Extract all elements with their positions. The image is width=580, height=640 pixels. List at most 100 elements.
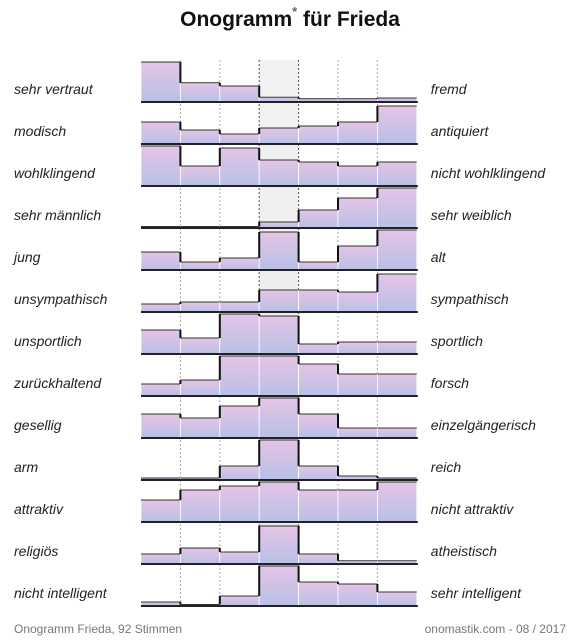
bar-row11-col7	[376, 481, 418, 523]
label-right-row11: nicht attraktiv	[431, 501, 514, 517]
chart-title-suffix: für Frieda	[303, 8, 400, 31]
bar-row3-col4	[258, 159, 300, 187]
label-right-row2: antiquiert	[431, 123, 490, 139]
bar-row9-col1	[140, 413, 181, 439]
label-right-row6: sympathisch	[431, 291, 509, 307]
bar-row7-col2	[179, 337, 221, 355]
bar-row3-col3	[219, 147, 260, 187]
bar-row7-col3	[219, 313, 260, 355]
bar-row7-col5	[298, 343, 339, 355]
bar-row9-col6	[337, 427, 378, 439]
bar-row5-col4	[258, 231, 300, 271]
bar-row4-col7	[376, 187, 418, 229]
bar-row13-col6	[337, 583, 378, 607]
bar-row5-col1	[140, 251, 181, 271]
footer-votes: Onogramm Frieda, 92 Stimmen	[14, 622, 182, 636]
bar-row12-col3	[219, 551, 260, 565]
label-right-row9: einzelgängerisch	[431, 417, 536, 433]
bar-row10-col4	[258, 439, 300, 481]
chart-title-asterisk: *	[292, 4, 298, 19]
label-left-row3: wohlklingend	[14, 165, 96, 181]
bar-row6-col4	[258, 289, 300, 313]
bar-row6-col3	[219, 301, 260, 313]
label-right-row10: reich	[431, 459, 462, 475]
bar-row11-col2	[179, 489, 221, 523]
bar-row6-col6	[337, 291, 378, 313]
label-right-row12: atheistisch	[431, 543, 497, 559]
bar-row2-col1	[140, 121, 181, 145]
bar-row11-col6	[337, 489, 378, 523]
bar-row13-col7	[376, 591, 418, 607]
bar-row13-col5	[298, 581, 339, 607]
bar-row8-col6	[337, 373, 378, 397]
bar-row1-col3	[219, 85, 260, 103]
label-left-row4: sehr männlich	[14, 207, 101, 223]
bar-row5-col3	[219, 257, 260, 271]
label-left-row2: modisch	[14, 123, 66, 139]
bar-row6-col2	[179, 301, 221, 313]
bar-row11-col3	[219, 485, 260, 523]
bar-row11-col1	[140, 499, 181, 523]
chart-title-main: Onogramm	[180, 8, 293, 31]
bar-row1-col1	[140, 61, 181, 103]
bar-row7-col6	[337, 341, 378, 355]
bar-row8-col4	[258, 355, 300, 397]
bar-row4-col5	[298, 209, 339, 229]
bar-row6-col5	[298, 289, 339, 313]
label-left-row11: attraktiv	[14, 501, 64, 517]
bar-row11-col5	[298, 489, 339, 523]
bar-row6-col7	[376, 273, 418, 313]
bar-row13-col4	[258, 565, 300, 607]
label-left-row10: arm	[14, 459, 38, 475]
label-right-row13: sehr intelligent	[431, 585, 522, 601]
bar-row12-col4	[258, 525, 300, 565]
bar-row2-col4	[258, 127, 300, 145]
label-left-row13: nicht intelligent	[14, 585, 108, 601]
bar-row5-col7	[376, 229, 418, 271]
label-right-row7: sportlich	[431, 333, 483, 349]
bar-row9-col4	[258, 397, 300, 439]
label-left-row7: unsportlich	[14, 333, 82, 349]
chart-title: Onogramm* für Frieda	[0, 4, 580, 32]
bar-row1-col2	[179, 82, 221, 103]
label-left-row12: religiös	[14, 543, 58, 559]
label-left-row8: zurückhaltend	[13, 375, 102, 391]
bar-row5-col6	[337, 245, 378, 271]
bar-row8-col1	[140, 383, 181, 397]
bar-row2-col2	[179, 129, 221, 145]
bar-row2-col3	[219, 133, 260, 145]
bar-row5-col2	[179, 261, 221, 271]
footer-source: onomastik.com - 08 / 2017	[425, 622, 567, 636]
label-right-row4: sehr weiblich	[431, 207, 512, 223]
bar-row3-col6	[337, 165, 378, 187]
bar-row8-col5	[298, 363, 339, 397]
bar-row3-col2	[179, 165, 221, 187]
bar-row7-col4	[258, 315, 300, 355]
label-right-row1: fremd	[431, 81, 468, 97]
bar-row9-col3	[219, 405, 260, 439]
bar-row11-col4	[258, 481, 300, 523]
bar-row8-col7	[376, 373, 418, 397]
label-left-row6: unsympathisch	[14, 291, 108, 307]
bar-row8-col3	[219, 355, 260, 397]
label-right-row5: alt	[431, 249, 447, 265]
label-left-row9: gesellig	[14, 417, 62, 433]
bar-row3-col5	[298, 161, 339, 187]
bar-row9-col5	[298, 413, 339, 439]
chart-labels: sehr vertraut fremd modisch antiquiert wohlk…	[12, 81, 546, 601]
bar-row12-col1	[140, 553, 181, 565]
label-left-row5: jung	[12, 249, 41, 265]
bar-row12-col5	[298, 553, 339, 565]
bar-row4-col6	[337, 197, 378, 229]
bar-row2-col7	[376, 105, 418, 145]
bar-row8-col2	[179, 379, 221, 397]
bar-row5-col5	[298, 261, 339, 271]
bar-row2-col6	[337, 121, 378, 145]
bar-row10-col5	[298, 465, 339, 481]
chart-bars	[140, 61, 418, 607]
bar-row12-col2	[179, 547, 221, 565]
bar-row6-col1	[140, 303, 181, 313]
bar-row2-col5	[298, 125, 339, 145]
bar-row10-col3	[219, 465, 260, 481]
